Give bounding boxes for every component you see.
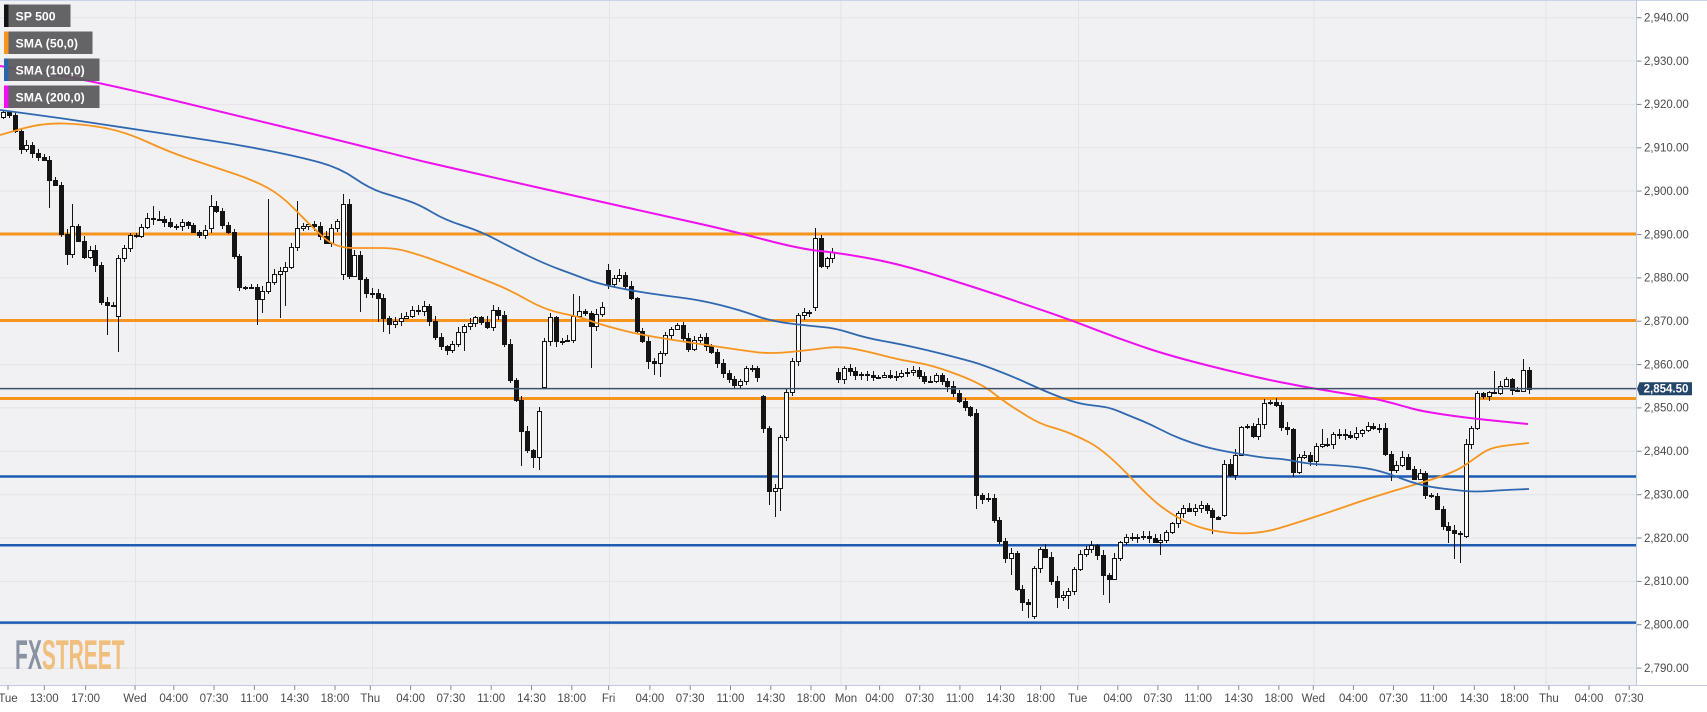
svg-text:07:30: 07:30	[1144, 693, 1173, 705]
svg-text:SMA (100,0): SMA (100,0)	[16, 64, 85, 78]
svg-text:11:00: 11:00	[717, 693, 745, 705]
svg-text:04:00: 04:00	[1103, 693, 1132, 705]
svg-text:17:00: 17:00	[71, 693, 100, 705]
svg-text:18:00: 18:00	[557, 693, 586, 705]
svg-text:Fri: Fri	[602, 693, 615, 705]
svg-text:Thu: Thu	[360, 693, 380, 705]
svg-text:SMA (50,0): SMA (50,0)	[16, 37, 78, 51]
svg-text:14:30: 14:30	[280, 693, 309, 705]
svg-text:Wed: Wed	[1302, 693, 1325, 705]
svg-text:2,854.50: 2,854.50	[1644, 384, 1689, 396]
svg-text:18:00: 18:00	[321, 693, 350, 705]
svg-text:14:30: 14:30	[517, 693, 546, 705]
svg-text:04:00: 04:00	[865, 693, 894, 705]
svg-text:2,840.00: 2,840.00	[1644, 446, 1689, 458]
svg-text:04:00: 04:00	[396, 693, 425, 705]
svg-text:2,830.00: 2,830.00	[1644, 490, 1689, 502]
svg-text:04:00: 04:00	[1339, 693, 1368, 705]
svg-text:11:00: 11:00	[1420, 693, 1448, 705]
svg-text:14:30: 14:30	[1460, 693, 1489, 705]
svg-text:04:00: 04:00	[636, 693, 665, 705]
svg-text:2,910.00: 2,910.00	[1644, 143, 1689, 155]
svg-text:FXSTREET: FXSTREET	[15, 632, 125, 679]
svg-text:Mon: Mon	[835, 693, 857, 705]
svg-text:2,900.00: 2,900.00	[1644, 186, 1689, 198]
svg-text:2,930.00: 2,930.00	[1644, 56, 1689, 68]
svg-text:11:00: 11:00	[477, 693, 505, 705]
svg-text:07:30: 07:30	[905, 693, 934, 705]
svg-text:11:00: 11:00	[240, 693, 268, 705]
svg-text:11:00: 11:00	[1184, 693, 1212, 705]
svg-text:11:00: 11:00	[946, 693, 974, 705]
svg-text:2,890.00: 2,890.00	[1644, 229, 1689, 241]
svg-text:Tue: Tue	[0, 693, 18, 705]
svg-text:2,820.00: 2,820.00	[1644, 533, 1689, 545]
svg-text:18:00: 18:00	[1026, 693, 1055, 705]
svg-text:14:30: 14:30	[986, 693, 1015, 705]
svg-text:13:00: 13:00	[30, 693, 59, 705]
svg-text:07:30: 07:30	[1379, 693, 1408, 705]
svg-text:18:00: 18:00	[1264, 693, 1293, 705]
svg-text:Thu: Thu	[1539, 693, 1559, 705]
svg-text:18:00: 18:00	[1500, 693, 1529, 705]
svg-text:Tue: Tue	[1068, 693, 1087, 705]
svg-text:2,920.00: 2,920.00	[1644, 99, 1689, 111]
svg-text:07:30: 07:30	[676, 693, 705, 705]
svg-text:18:00: 18:00	[797, 693, 826, 705]
svg-text:07:30: 07:30	[1615, 693, 1644, 705]
svg-text:2,850.00: 2,850.00	[1644, 403, 1689, 415]
svg-text:2,800.00: 2,800.00	[1644, 620, 1689, 632]
svg-text:2,810.00: 2,810.00	[1644, 576, 1689, 588]
svg-text:07:30: 07:30	[437, 693, 466, 705]
svg-text:2,790.00: 2,790.00	[1644, 663, 1689, 675]
svg-text:2,870.00: 2,870.00	[1644, 316, 1689, 328]
svg-text:2,880.00: 2,880.00	[1644, 273, 1689, 285]
svg-text:Wed: Wed	[123, 693, 146, 705]
svg-text:04:00: 04:00	[1575, 693, 1604, 705]
svg-text:SP 500: SP 500	[16, 10, 56, 24]
svg-text:2,860.00: 2,860.00	[1644, 359, 1689, 371]
svg-text:14:30: 14:30	[1224, 693, 1253, 705]
svg-text:SMA (200,0): SMA (200,0)	[16, 91, 85, 105]
svg-text:07:30: 07:30	[200, 693, 229, 705]
svg-text:2,940.00: 2,940.00	[1644, 13, 1689, 25]
svg-text:04:00: 04:00	[159, 693, 188, 705]
svg-text:14:30: 14:30	[756, 693, 785, 705]
